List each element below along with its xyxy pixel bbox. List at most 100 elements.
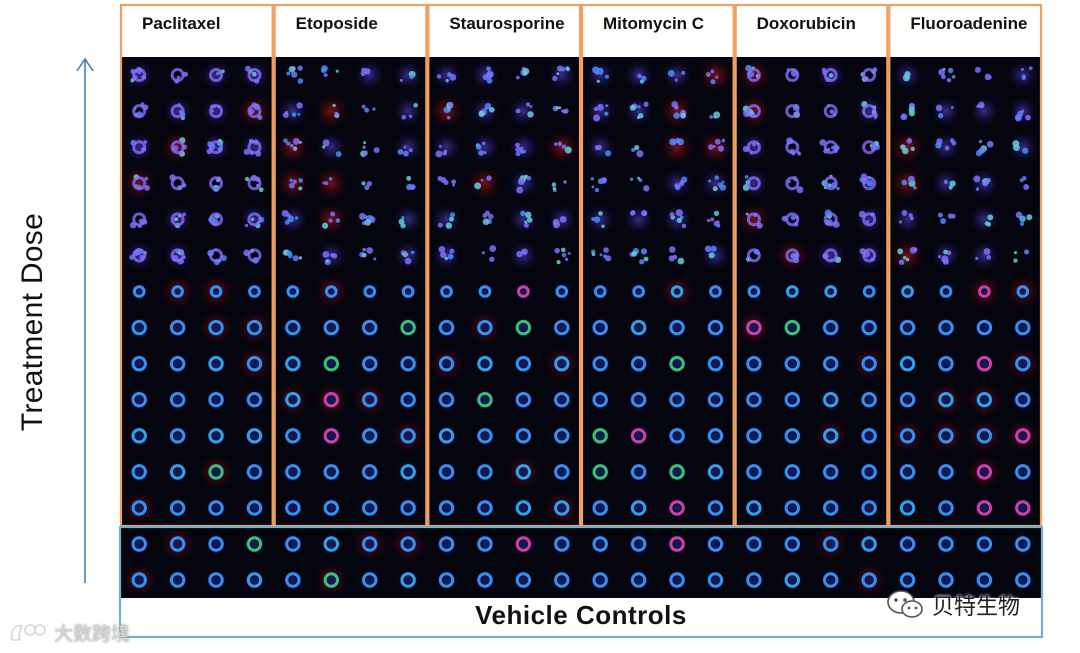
cell-well bbox=[821, 174, 840, 191]
cell-well bbox=[700, 240, 731, 271]
cell-well bbox=[316, 132, 347, 163]
cell-well bbox=[209, 176, 224, 192]
compound-header-band bbox=[890, 6, 1040, 56]
cell-well bbox=[322, 535, 340, 553]
cell-well bbox=[668, 499, 686, 517]
cell-well bbox=[890, 130, 925, 165]
cell-well bbox=[553, 535, 571, 553]
cell-well bbox=[160, 274, 195, 309]
cell-well bbox=[314, 274, 349, 309]
cell-well bbox=[284, 535, 302, 553]
cell-well bbox=[516, 284, 531, 299]
vehicle-controls-label: Vehicle Controls bbox=[475, 600, 687, 630]
compound-label: Etoposide bbox=[295, 14, 378, 33]
cell-well bbox=[431, 132, 462, 163]
cell-well bbox=[969, 204, 1000, 235]
cell-well bbox=[284, 354, 302, 373]
cell-well bbox=[668, 354, 686, 373]
cell-well bbox=[785, 103, 800, 119]
cell-well bbox=[892, 60, 923, 91]
cell-well bbox=[898, 391, 917, 409]
cell-well bbox=[900, 284, 915, 299]
cell-well bbox=[629, 247, 649, 265]
cell-well bbox=[591, 571, 609, 589]
cell-well bbox=[124, 132, 155, 163]
cell-well bbox=[237, 310, 272, 345]
cell-well bbox=[660, 130, 695, 165]
cell-well bbox=[168, 499, 187, 517]
cell-well bbox=[629, 176, 650, 192]
cell-well bbox=[937, 354, 955, 373]
cell-well bbox=[860, 318, 878, 337]
cell-well bbox=[399, 391, 417, 409]
cell-well bbox=[544, 346, 579, 381]
cell-well bbox=[391, 527, 426, 561]
cell-well bbox=[860, 427, 878, 445]
cell-well bbox=[1005, 418, 1040, 453]
cell-well bbox=[854, 204, 885, 235]
cell-well bbox=[199, 454, 234, 489]
cell-well bbox=[1019, 175, 1030, 190]
cell-well bbox=[243, 248, 262, 264]
cell-well bbox=[974, 66, 992, 81]
cell-well bbox=[129, 212, 148, 229]
cell-well bbox=[815, 60, 846, 91]
cell-well bbox=[706, 535, 725, 553]
cell-well bbox=[199, 274, 234, 309]
cell-well bbox=[284, 571, 302, 589]
cell-well bbox=[852, 563, 887, 597]
cell-well bbox=[469, 132, 500, 163]
cell-well bbox=[745, 463, 763, 481]
cell-well bbox=[514, 391, 533, 409]
cell-well bbox=[783, 571, 801, 589]
cell-well bbox=[709, 111, 721, 119]
cell-well bbox=[160, 527, 195, 561]
cell-well bbox=[314, 94, 349, 129]
cell-well bbox=[1007, 132, 1038, 163]
cell-well bbox=[207, 391, 225, 409]
cell-well bbox=[591, 427, 609, 445]
cell-well bbox=[247, 284, 262, 299]
cell-well bbox=[629, 571, 648, 589]
cell-well bbox=[130, 318, 148, 337]
cell-well bbox=[476, 427, 494, 445]
cell-well bbox=[706, 354, 725, 373]
cell-well bbox=[930, 168, 961, 199]
cell-well bbox=[660, 274, 695, 309]
cell-well bbox=[585, 60, 616, 91]
cell-well bbox=[629, 354, 648, 373]
cell-well bbox=[277, 204, 308, 235]
cell-well bbox=[122, 166, 157, 201]
cell-well bbox=[170, 68, 188, 84]
cell-well bbox=[967, 274, 1002, 309]
cell-well bbox=[859, 173, 877, 191]
cell-well bbox=[544, 130, 579, 165]
cell-well bbox=[361, 318, 379, 337]
cell-well bbox=[514, 427, 533, 445]
cell-well bbox=[286, 65, 304, 84]
cell-well bbox=[813, 418, 848, 453]
cell-well bbox=[738, 168, 769, 199]
cell-well bbox=[554, 247, 571, 265]
cell-well bbox=[629, 463, 648, 481]
cell-well bbox=[1014, 499, 1032, 517]
cell-well bbox=[900, 102, 916, 121]
cell-well bbox=[399, 571, 417, 589]
cell-well bbox=[477, 284, 493, 299]
cell-well bbox=[207, 571, 225, 589]
cell-well bbox=[514, 318, 533, 337]
cell-well bbox=[169, 174, 187, 191]
cell-well bbox=[892, 204, 923, 235]
cell-well bbox=[284, 463, 302, 481]
cell-well bbox=[130, 463, 148, 481]
cell-well bbox=[1007, 60, 1038, 91]
cell-well bbox=[585, 96, 616, 127]
cell-well bbox=[1007, 96, 1038, 127]
cell-well bbox=[168, 354, 187, 373]
cell-well bbox=[783, 535, 801, 553]
cell-well bbox=[975, 499, 994, 517]
cell-well bbox=[314, 563, 349, 597]
cell-well bbox=[745, 535, 763, 553]
cell-well bbox=[508, 168, 539, 199]
